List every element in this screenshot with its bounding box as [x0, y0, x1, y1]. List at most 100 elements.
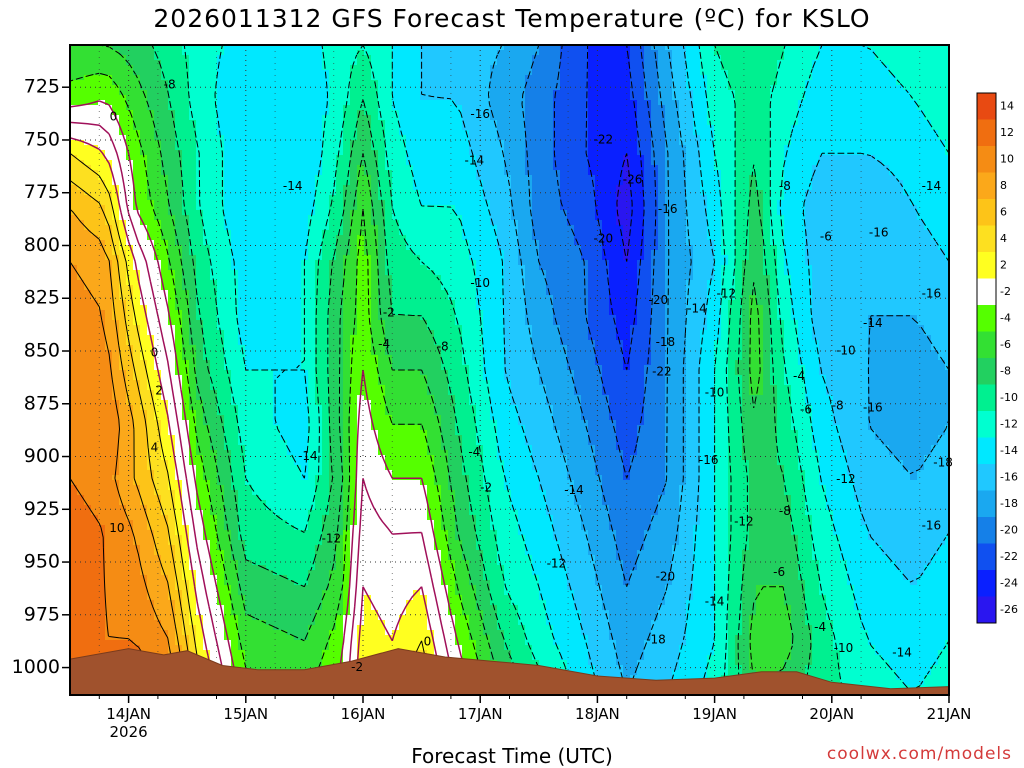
field-cell: [287, 185, 295, 191]
field-cell: [112, 415, 120, 421]
field-cell: [140, 270, 148, 276]
field-cell: [196, 330, 204, 336]
field-cell: [308, 610, 316, 616]
field-cell: [77, 195, 85, 201]
field-cell: [196, 465, 204, 471]
field-cell: [105, 570, 113, 576]
field-cell: [224, 160, 232, 166]
field-cell: [203, 430, 211, 436]
field-cell: [224, 565, 232, 571]
field-cell: [238, 585, 246, 591]
field-cell: [77, 340, 85, 346]
field-cell: [301, 305, 309, 311]
field-cell: [294, 335, 302, 341]
field-cell: [294, 365, 302, 371]
field-cell: [266, 300, 274, 306]
field-cell: [161, 590, 169, 596]
field-cell: [140, 80, 148, 86]
field-cell: [287, 635, 295, 641]
field-cell: [196, 575, 204, 581]
field-cell: [266, 665, 274, 671]
field-cell: [182, 80, 190, 86]
field-cell: [168, 55, 176, 61]
field-cell: [210, 425, 218, 431]
field-cell: [280, 105, 288, 111]
field-cell: [329, 455, 337, 461]
field-cell: [217, 150, 225, 156]
field-cell: [189, 425, 197, 431]
field-cell: [70, 345, 78, 351]
field-cell: [287, 550, 295, 556]
field-cell: [245, 270, 253, 276]
field-cell: [245, 210, 253, 216]
field-cell: [84, 495, 92, 501]
field-cell: [266, 375, 274, 381]
field-cell: [294, 290, 302, 296]
field-cell: [259, 460, 267, 466]
field-cell: [329, 45, 337, 51]
field-cell: [231, 600, 239, 606]
field-cell: [133, 355, 141, 361]
field-cell: [280, 415, 288, 421]
field-cell: [287, 340, 295, 346]
field-cell: [91, 60, 99, 66]
field-cell: [294, 590, 302, 596]
field-cell: [119, 255, 127, 261]
field-cell: [252, 260, 260, 266]
field-cell: [273, 610, 281, 616]
field-cell: [189, 195, 197, 201]
field-cell: [252, 135, 260, 141]
field-cell: [77, 565, 85, 571]
field-cell: [329, 275, 337, 281]
field-cell: [91, 540, 99, 546]
field-cell: [322, 570, 330, 576]
field-cell: [182, 345, 190, 351]
field-cell: [336, 95, 344, 101]
field-cell: [287, 175, 295, 181]
field-cell: [119, 240, 127, 246]
field-cell: [294, 230, 302, 236]
field-cell: [245, 540, 253, 546]
field-cell: [161, 95, 169, 101]
field-cell: [168, 315, 176, 321]
field-cell: [84, 70, 92, 76]
field-cell: [238, 315, 246, 321]
field-cell: [168, 335, 176, 341]
field-cell: [112, 420, 120, 426]
field-cell: [245, 580, 253, 586]
field-cell: [98, 90, 106, 96]
field-cell: [182, 225, 190, 231]
field-cell: [119, 510, 127, 516]
field-cell: [84, 475, 92, 481]
field-cell: [70, 225, 78, 231]
field-cell: [91, 235, 99, 241]
field-cell: [168, 50, 176, 56]
field-cell: [112, 640, 120, 646]
field-cell: [252, 445, 260, 451]
field-cell: [154, 490, 162, 496]
field-cell: [280, 65, 288, 71]
field-cell: [315, 460, 323, 466]
field-cell: [147, 605, 155, 611]
field-cell: [252, 440, 260, 446]
field-cell: [147, 85, 155, 91]
field-cell: [203, 45, 211, 51]
field-cell: [126, 555, 134, 561]
field-cell: [112, 255, 120, 261]
field-cell: [252, 565, 260, 571]
field-cell: [147, 440, 155, 446]
field-cell: [252, 355, 260, 361]
field-cell: [133, 370, 141, 376]
field-cell: [70, 575, 78, 581]
field-cell: [301, 625, 309, 631]
field-cell: [70, 425, 78, 431]
field-cell: [210, 615, 218, 621]
field-cell: [273, 525, 281, 531]
field-cell: [119, 285, 127, 291]
field-cell: [140, 320, 148, 326]
field-cell: [266, 100, 274, 106]
field-cell: [231, 80, 239, 86]
field-cell: [245, 350, 253, 356]
field-cell: [168, 275, 176, 281]
field-cell: [196, 515, 204, 521]
